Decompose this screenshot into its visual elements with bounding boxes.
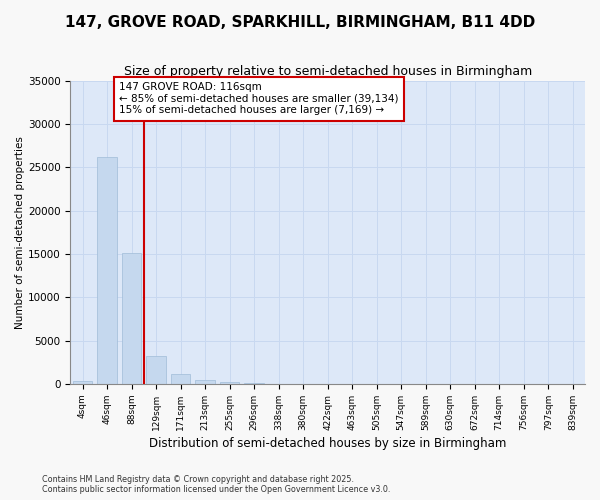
Bar (171, 374, 190, 384)
Bar (244, 383, 264, 384)
Bar (195, 380, 215, 384)
Text: 147, GROVE ROAD, SPARKHILL, BIRMINGHAM, B11 4DD: 147, GROVE ROAD, SPARKHILL, BIRMINGHAM, … (65, 15, 535, 30)
Y-axis label: Number of semi-detached properties: Number of semi-detached properties (15, 136, 25, 328)
Bar (146, 356, 166, 384)
Title: Size of property relative to semi-detached houses in Birmingham: Size of property relative to semi-detach… (124, 65, 532, 78)
Bar (220, 382, 239, 384)
Text: 147 GROVE ROAD: 116sqm
← 85% of semi-detached houses are smaller (39,134)
15% of: 147 GROVE ROAD: 116sqm ← 85% of semi-det… (119, 82, 399, 116)
Text: Contains HM Land Registry data © Crown copyright and database right 2025.
Contai: Contains HM Land Registry data © Crown c… (42, 474, 391, 494)
Bar (73, 382, 92, 384)
Bar (97, 157, 117, 384)
X-axis label: Distribution of semi-detached houses by size in Birmingham: Distribution of semi-detached houses by … (149, 437, 506, 450)
Bar (122, 253, 142, 384)
